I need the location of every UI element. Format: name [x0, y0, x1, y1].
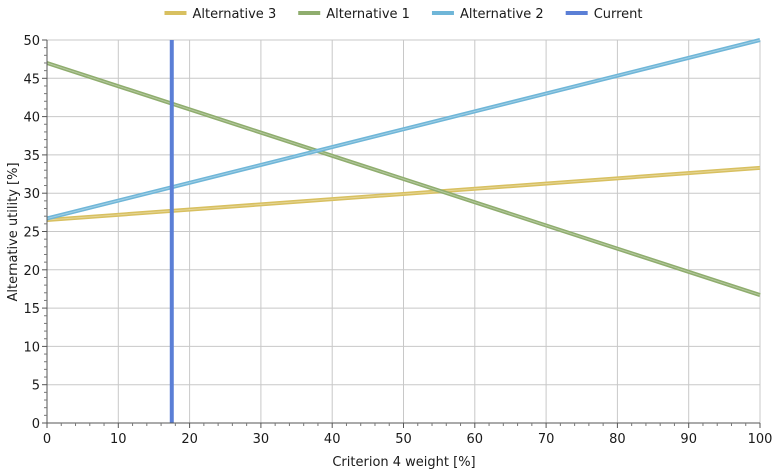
legend-label: Alternative 2: [460, 7, 544, 22]
x-tick-label: 0: [43, 432, 51, 447]
y-tick-label: 45: [23, 72, 40, 87]
y-tick-label: 30: [23, 187, 40, 202]
x-tick-label: 10: [110, 432, 127, 447]
series-highlight-alternative-2: [46, 39, 761, 219]
series-lines: [46, 38, 761, 423]
legend-label: Alternative 1: [326, 7, 410, 22]
y-tick-label: 25: [23, 226, 40, 241]
legend-item-alternative-1: Alternative 1: [298, 7, 410, 22]
series-line-alternative-3: [46, 165, 761, 223]
y-tick-label: 15: [23, 302, 40, 317]
series-highlight-alternative-3: [46, 167, 761, 221]
y-tick-label: 35: [23, 149, 40, 164]
x-tick-label: 100: [748, 432, 773, 447]
legend-item-alternative-3: Alternative 3: [164, 7, 276, 22]
y-tick-label: 5: [32, 379, 40, 394]
x-tick-label: 50: [395, 432, 412, 447]
series-line-alternative-2: [46, 38, 761, 221]
y-axis-label: Alternative utility [%]: [6, 162, 21, 301]
x-axis-label: Criterion 4 weight [%]: [332, 455, 475, 470]
x-tick-label: 90: [680, 432, 697, 447]
y-tick-label: 40: [23, 111, 40, 126]
x-tick-label: 30: [253, 432, 270, 447]
legend-label: Current: [594, 7, 643, 22]
y-axis-ticks: 0 5 10 15 20 25 30 35 40 45 50: [23, 34, 47, 432]
y-tick-label: 10: [23, 340, 40, 355]
x-axis-ticks: 0 10 20 30 40 50 60 70 80 90 100: [43, 423, 773, 447]
series-line-alternative-1: [46, 61, 761, 297]
legend-label: Alternative 3: [192, 7, 276, 22]
x-tick-label: 20: [181, 432, 198, 447]
x-tick-label: 60: [467, 432, 484, 447]
legend: Alternative 3 Alternative 1 Alternative 2 C…: [164, 7, 643, 22]
legend-item-current: Current: [565, 7, 643, 22]
series-highlight-alternative-1: [46, 62, 761, 296]
x-tick-label: 80: [609, 432, 626, 447]
x-tick-label: 40: [324, 432, 341, 447]
y-tick-label: 50: [23, 34, 40, 49]
y-tick-label: 0: [32, 417, 40, 432]
x-tick-label: 70: [538, 432, 555, 447]
y-tick-label: 20: [23, 264, 40, 279]
legend-item-alternative-2: Alternative 2: [431, 7, 544, 22]
